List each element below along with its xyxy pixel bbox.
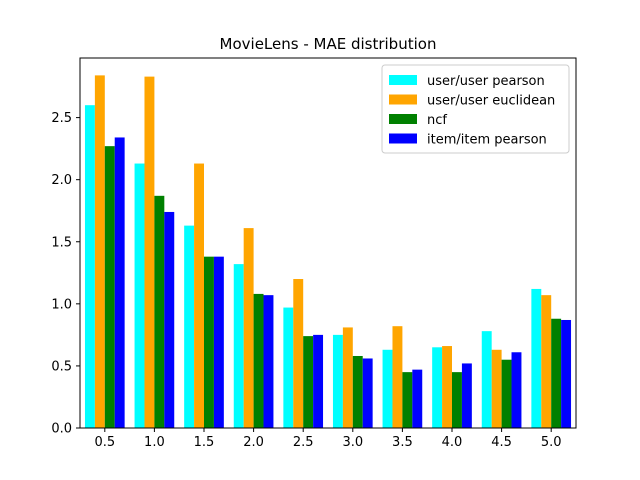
x-tick-label: 3.0 [342, 435, 363, 450]
bar-user-user-euclidean-3-5 [392, 326, 403, 428]
bar-item-item-pearson-0-5 [114, 137, 125, 428]
x-tick-label: 1.0 [144, 435, 165, 450]
y-tick-label: 0.0 [51, 422, 72, 437]
bar-ncf-0-5 [104, 146, 115, 428]
plot-frame [79, 57, 577, 429]
bar-ncf-4-0 [452, 372, 462, 428]
x-axis: 0.5 1.0 1.5 2.0 2.5 3.0 3.5 4.0 4.5 5.0 [94, 428, 562, 450]
bar-user-user-euclidean-5-0 [541, 295, 552, 428]
bar-user-user-euclidean-2-5 [293, 279, 304, 428]
legend-swatch [389, 133, 417, 144]
legend: user/user pearson user/user euclidean ncf i… [381, 64, 570, 154]
bar-ncf-1-5 [204, 256, 214, 428]
x-tick-label: 0.5 [94, 435, 115, 450]
y-tick-label: 2.0 [51, 173, 72, 188]
bar-user-user-pearson-3-5 [382, 349, 393, 428]
bars-group [84, 75, 572, 429]
bar-user-user-pearson-5-0 [531, 288, 542, 428]
bar-item-item-pearson-3-5 [412, 369, 423, 428]
legend-swatch [389, 75, 417, 85]
bar-user-user-pearson-2-5 [283, 307, 294, 428]
x-tick-label: 1.5 [194, 435, 215, 450]
bar-user-user-euclidean-4-0 [442, 346, 452, 428]
x-tick-label: 2.5 [293, 435, 314, 450]
bar-ncf-3-5 [402, 372, 413, 428]
bar-item-item-pearson-2-0 [263, 295, 274, 428]
legend-label: ncf [427, 113, 447, 128]
bar-user-user-pearson-4-0 [432, 347, 443, 428]
bar-item-item-pearson-4-5 [511, 352, 522, 428]
y-tick-label: 0.5 [51, 359, 72, 374]
legend-swatch [389, 94, 417, 105]
bar-ncf-2-0 [253, 293, 264, 428]
x-tick-label: 3.5 [392, 435, 413, 450]
bar-user-user-pearson-0-5 [84, 105, 95, 429]
bar-item-item-pearson-2-5 [313, 334, 324, 428]
bar-user-user-euclidean-4-5 [491, 349, 502, 428]
legend-swatch [389, 114, 417, 124]
bar-user-user-pearson-4-5 [481, 331, 492, 428]
bar-user-user-pearson-1-5 [184, 225, 195, 428]
bar-user-user-euclidean-3-0 [342, 327, 353, 428]
bar-item-item-pearson-1-5 [213, 256, 224, 428]
bar-user-user-pearson-3-0 [332, 334, 343, 428]
legend-label: user/user pearson [427, 74, 545, 89]
chart-title: MovieLens - MAE distribution [220, 35, 437, 53]
bar-item-item-pearson-1-0 [164, 211, 175, 428]
bar-ncf-1-0 [154, 195, 165, 428]
bar-ncf-5-0 [551, 318, 562, 428]
legend-label: user/user euclidean [427, 94, 555, 109]
bar-user-user-pearson-2-0 [233, 264, 244, 428]
bar-item-item-pearson-4-0 [461, 363, 472, 428]
bar-ncf-3-0 [352, 355, 363, 428]
x-tick-label: 2.0 [243, 435, 264, 450]
y-axis: 0.0 0.5 1.0 1.5 2.0 2.5 [51, 111, 80, 437]
bar-ncf-4-5 [501, 359, 512, 428]
bar-ncf-2-5 [303, 336, 314, 428]
bar-item-item-pearson-5-0 [561, 319, 572, 428]
legend-label: item/item pearson [427, 133, 547, 148]
bar-user-user-euclidean-2-0 [243, 228, 254, 428]
y-tick-label: 1.5 [51, 235, 72, 250]
legend-box [381, 64, 570, 154]
bar-user-user-euclidean-0-5 [94, 75, 105, 428]
bar-user-user-euclidean-1-5 [194, 163, 204, 429]
y-tick-label: 1.0 [51, 297, 72, 312]
bar-user-user-euclidean-1-0 [144, 76, 155, 429]
x-tick-label: 5.0 [541, 435, 562, 450]
bar-user-user-pearson-1-0 [134, 163, 145, 429]
bar-item-item-pearson-3-0 [362, 358, 373, 428]
y-tick-label: 2.5 [51, 111, 72, 126]
x-tick-label: 4.5 [491, 435, 512, 450]
x-tick-label: 4.0 [442, 435, 463, 450]
